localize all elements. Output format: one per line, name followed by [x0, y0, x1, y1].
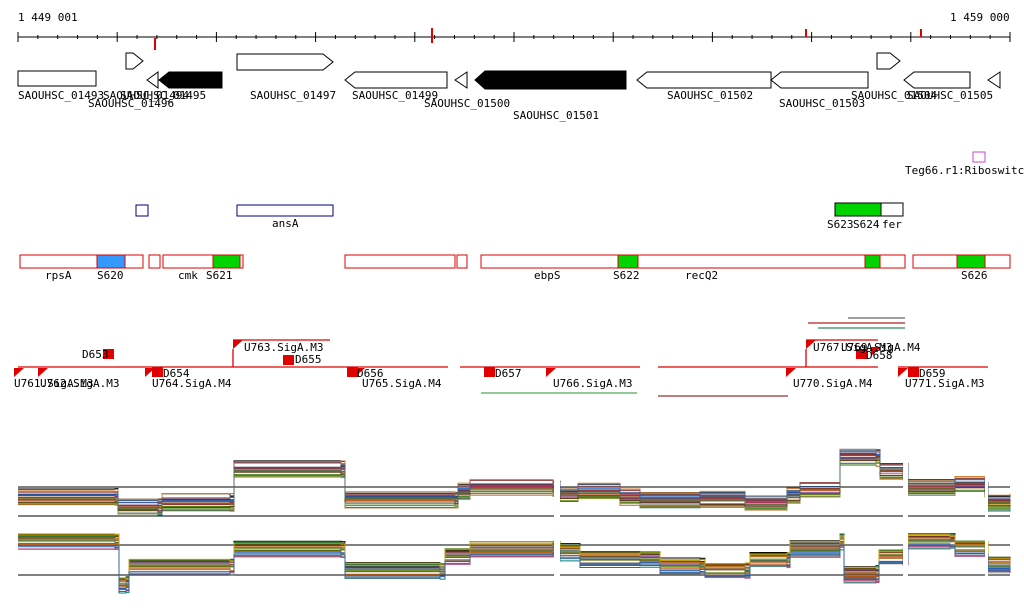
- gene-arrow-SAOUHSC_01503[interactable]: [770, 71, 869, 89]
- plot-gap: [985, 440, 988, 604]
- tss-flag-U766[interactable]: [546, 368, 556, 377]
- tss-flag-U771[interactable]: [898, 368, 908, 377]
- transcript-segment[interactable]: [96, 254, 126, 269]
- transcript-track: [19, 254, 1011, 269]
- tss-flag-U764[interactable]: [145, 368, 155, 377]
- terminator-flag-D657[interactable]: [484, 367, 495, 377]
- riboswitch-box[interactable]: [972, 151, 986, 163]
- gene-arrow-SAOUHSC_01504[interactable]: [876, 52, 901, 70]
- transcript-box[interactable]: [148, 254, 161, 269]
- operon-box[interactable]: [236, 204, 334, 217]
- terminator-flag-D655[interactable]: [283, 355, 294, 365]
- gene-arrow-SAOUHSC_01505[interactable]: [903, 71, 971, 89]
- tss-flag-U770[interactable]: [786, 368, 796, 377]
- gene-track: [17, 52, 1001, 90]
- gene-arrow-SAOUHSC_01502[interactable]: [636, 71, 772, 89]
- transcript-box[interactable]: [480, 254, 906, 269]
- tss-flag-U761[interactable]: [14, 368, 24, 377]
- terminator-flag-D653[interactable]: [103, 349, 114, 359]
- coverage-plot: [18, 440, 1011, 604]
- operon-box[interactable]: [135, 204, 149, 217]
- gene-arrow-SAOUHSC_01494[interactable]: [125, 52, 144, 70]
- plot-gap: [903, 440, 908, 604]
- ruler[interactable]: [17, 28, 1011, 50]
- tss-flag-U762[interactable]: [38, 368, 48, 377]
- plot-gap: [554, 440, 560, 604]
- gene-arrow-SAOUHSC_01499[interactable]: [344, 71, 448, 89]
- operon-box[interactable]: [834, 202, 882, 217]
- gene-arrow-SAOUHSC_01496[interactable]: [146, 71, 159, 89]
- terminator-flag-D654[interactable]: [152, 367, 163, 377]
- gene-arrow-SAOUHSC_01493[interactable]: [17, 70, 97, 87]
- tss-flag-U769[interactable]: [871, 347, 881, 356]
- gene-arrow-SAOUHSC_01497[interactable]: [236, 53, 334, 71]
- gene-arrow-SAOUHSC_01495[interactable]: [158, 71, 223, 89]
- tss-flag-U767[interactable]: [806, 340, 816, 349]
- operon-track: [135, 202, 904, 217]
- operon-box[interactable]: [880, 202, 904, 217]
- transcript-segment[interactable]: [864, 254, 881, 269]
- tss-flag-U763[interactable]: [233, 340, 243, 349]
- transcript-segment[interactable]: [212, 254, 241, 269]
- gene-arrow-SAOUHSC_01501[interactable]: [474, 70, 627, 90]
- terminator-flag-D659[interactable]: [908, 367, 919, 377]
- transcript-box[interactable]: [344, 254, 456, 269]
- transcript-segment[interactable]: [617, 254, 639, 269]
- transcript-segment[interactable]: [956, 254, 986, 269]
- transcript-box[interactable]: [456, 254, 468, 269]
- terminator-flag-D658[interactable]: [856, 349, 867, 359]
- terminator-flag-D656[interactable]: [347, 367, 358, 377]
- gene-arrow-SAOUHSC_01500[interactable]: [454, 71, 468, 89]
- coverage-line: [18, 448, 1011, 500]
- tss-track: [14, 317, 988, 397]
- tss-flag-U765[interactable]: [355, 368, 365, 377]
- gene-arrow-partial-gene[interactable]: [987, 71, 1001, 89]
